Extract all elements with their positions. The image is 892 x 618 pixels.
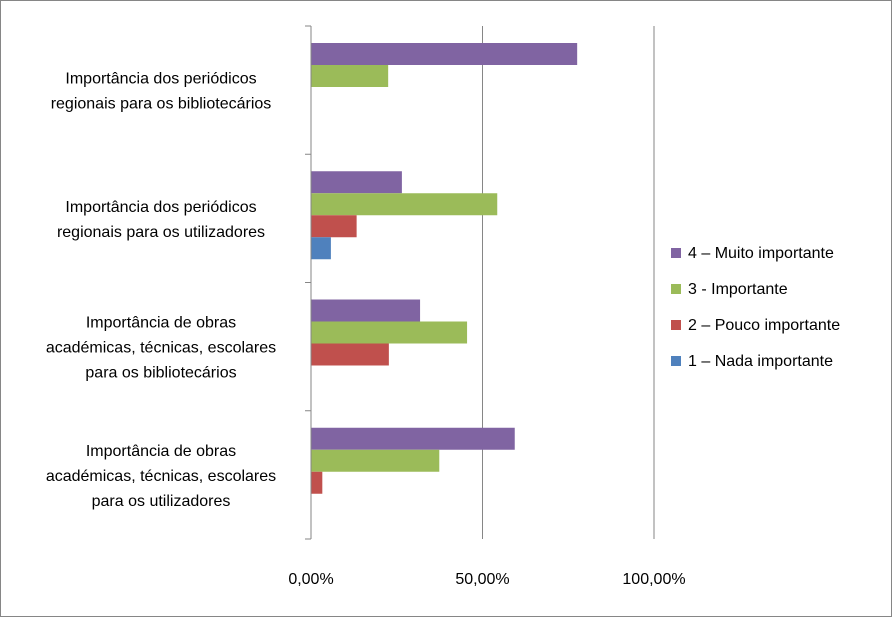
bar-3-0 xyxy=(311,427,515,450)
bar-3-2 xyxy=(311,471,323,494)
category-label-3: Importância de obras académicas, técnicas… xyxy=(46,443,276,510)
bar-0-0 xyxy=(311,43,578,65)
category-label-1: Importância dos periódicos regionais para… xyxy=(57,199,265,241)
category-label-line: académicas, técnicas, escolares xyxy=(46,468,276,485)
category-label-0: Importância dos periódicos regionais para… xyxy=(51,71,272,113)
category-label-line: Importância de obras xyxy=(86,443,236,460)
legend-swatch-2 xyxy=(671,320,681,330)
category-label-line: Importância de obras xyxy=(86,315,236,332)
bar-1-2 xyxy=(311,215,357,238)
bar-0-1 xyxy=(311,65,389,87)
x-tick-label-0: 0,00% xyxy=(288,571,333,588)
category-label-line: regionais para os bibliotecários xyxy=(51,96,272,113)
category-label-line: para os utilizadores xyxy=(92,493,231,510)
category-label-line: Importância dos periódicos xyxy=(65,199,256,216)
bar-2-1 xyxy=(311,321,468,344)
legend-label-2: 2 – Pouco importante xyxy=(688,317,840,334)
category-label-line: académicas, técnicas, escolares xyxy=(46,340,276,357)
category-label-2: Importância de obras académicas, técnicas… xyxy=(46,315,276,382)
x-tick-label-1: 50,00% xyxy=(455,571,509,588)
bar-1-0 xyxy=(311,171,402,194)
legend-label-3: 1 – Nada importante xyxy=(688,353,833,370)
category-label-line: para os bibliotecários xyxy=(85,365,236,382)
legend-swatch-0 xyxy=(671,248,681,258)
x-tick-label-2: 100,00% xyxy=(622,571,685,588)
legend-swatch-3 xyxy=(671,356,681,366)
bar-2-2 xyxy=(311,343,389,366)
legend-label-0: 4 – Muito importante xyxy=(688,245,834,262)
legend-label-1: 3 - Importante xyxy=(688,281,788,298)
bar-1-3 xyxy=(311,237,331,260)
category-label-line: regionais para os utilizadores xyxy=(57,224,265,241)
bar-3-1 xyxy=(311,449,440,472)
category-label-line: Importância dos periódicos xyxy=(65,71,256,88)
legend-swatch-1 xyxy=(671,284,681,294)
bar-2-0 xyxy=(311,299,421,322)
bar-1-1 xyxy=(311,193,498,216)
